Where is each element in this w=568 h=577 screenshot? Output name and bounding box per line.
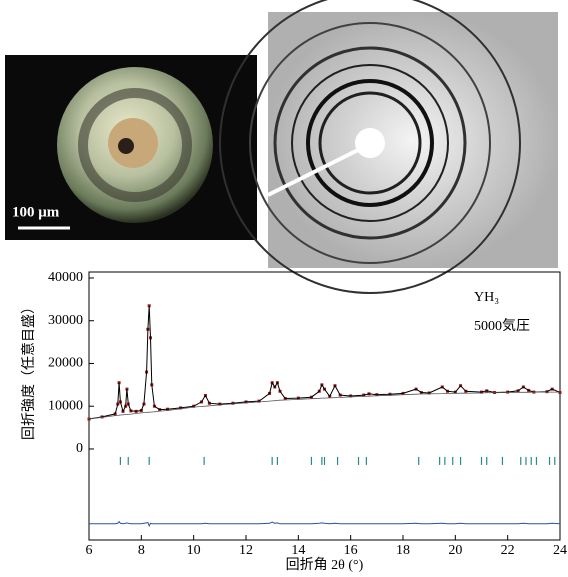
x-tick-label: 14	[291, 543, 305, 558]
x-tick-label: 8	[138, 543, 145, 558]
annotation: 5000気圧	[474, 318, 530, 334]
y-tick-label: 30000	[48, 313, 83, 328]
x-tick-label: 12	[239, 543, 253, 558]
plot-frame	[89, 272, 560, 540]
x-tick-label: 24	[553, 543, 567, 558]
x-tick-label: 6	[86, 543, 93, 558]
x-tick-label: 22	[501, 543, 515, 558]
x-tick-label: 20	[448, 543, 462, 558]
figure: 100 μm 0 10000 20000 30000 40000 6 8 10 12 14 16 18…	[0, 0, 568, 577]
y-tick-label: 40000	[48, 270, 83, 285]
y-tick-label: 0	[76, 441, 83, 456]
scale-label: 100 μm	[12, 204, 60, 220]
x-tick-label: 18	[396, 543, 410, 558]
diffraction-image	[220, 0, 558, 293]
annotation: YH₃	[474, 290, 499, 305]
y-axis-label: 回折強度（任意目盛）	[20, 300, 37, 440]
x-tick-label: 16	[344, 543, 358, 558]
series-line	[89, 522, 560, 526]
y-tick-label: 20000	[48, 356, 83, 371]
x-tick-label: 10	[187, 543, 201, 558]
series-line	[89, 392, 560, 419]
x-axis-label: 回折角 2θ (°)	[286, 557, 364, 573]
y-tick-label: 10000	[48, 398, 83, 413]
